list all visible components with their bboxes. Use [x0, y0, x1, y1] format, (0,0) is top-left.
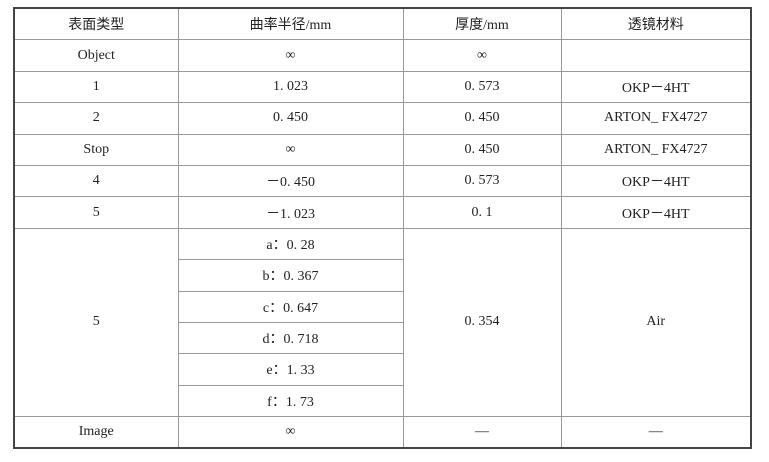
table-cell: e：1. 33 [177, 353, 404, 386]
table-cell: a：0. 28 [177, 227, 404, 261]
table-cell: Air [560, 227, 752, 418]
table-cell: d：0. 718 [177, 321, 404, 355]
header-cell: 曲率半径/mm [177, 7, 404, 41]
table-row: 5 a：0. 28 0. 354 Air [13, 227, 752, 418]
table-cell: OKP－4HT [560, 70, 752, 104]
table-cell: Stop [13, 133, 179, 166]
table-cell: 0. 573 [402, 164, 562, 198]
table-cell: ∞ [177, 133, 404, 166]
table-cell: ARTON_ FX4727 [560, 102, 752, 135]
table-cell: 2 [13, 102, 179, 135]
table-cell: Object [13, 39, 179, 72]
table-cell: OKP－4HT [560, 196, 752, 229]
table-cell: OKP－4HT [560, 164, 752, 198]
table-cell: 0. 573 [402, 70, 562, 104]
table-row: e：1. 33 [14, 353, 751, 386]
table-row: 1 1. 023 0. 573 OKP－4HT [13, 70, 752, 104]
table-cell: 0. 354 [402, 227, 562, 418]
table-cell: 1 [13, 70, 179, 104]
table-cell: ∞ [402, 39, 562, 72]
header-cell: 表面类型 [13, 7, 179, 41]
table-cell: 4 [13, 164, 179, 198]
header-cell: 透镜材料 [560, 7, 752, 41]
table-cell [560, 39, 752, 72]
table-cell: 5 [13, 196, 179, 229]
table-cell: 5 [13, 227, 179, 418]
table-cell: 0. 450 [402, 102, 562, 135]
table-cell: ARTON_ FX4727 [560, 133, 752, 166]
table-row: Image ∞ — — [13, 416, 752, 449]
table-cell: f：1. 73 [177, 384, 404, 418]
lens-parameter-table: 表面类型 曲率半径/mm 厚度/mm 透镜材料 Object ∞ ∞ 1 1. 023 0… [13, 7, 752, 450]
table-cell: ∞ [177, 416, 404, 449]
header-row: 表面类型 曲率半径/mm 厚度/mm 透镜材料 [13, 7, 752, 41]
table-cell: 0. 450 [402, 133, 562, 166]
table-cell: Image [13, 416, 179, 449]
table-cell: ∞ [177, 39, 404, 72]
table-row: 2 0. 450 0. 450 ARTON_ FX4727 [13, 102, 752, 135]
table-cell: 0. 450 [177, 102, 404, 135]
table-row: f：1. 73 [14, 384, 751, 418]
table-row: Object ∞ ∞ [13, 39, 752, 72]
table-cell: 0. 1 [402, 196, 562, 229]
table-cell: 1. 023 [177, 70, 404, 104]
table-row: b：0. 367 [14, 259, 751, 292]
table-cell: －1. 023 [177, 196, 404, 229]
table-row: 4 －0. 450 0. 573 OKP－4HT [13, 164, 752, 198]
table-cell: — [560, 416, 752, 449]
table-row: 5 －1. 023 0. 1 OKP－4HT [13, 196, 752, 229]
table-cell: －0. 450 [177, 164, 404, 198]
table-cell: b：0. 367 [177, 259, 404, 292]
table-row: Stop ∞ 0. 450 ARTON_ FX4727 [13, 133, 752, 166]
table-cell: c：0. 647 [177, 290, 404, 323]
header-cell: 厚度/mm [402, 7, 562, 41]
table-cell: — [402, 416, 562, 449]
table-row: c：0. 647 [14, 290, 751, 323]
